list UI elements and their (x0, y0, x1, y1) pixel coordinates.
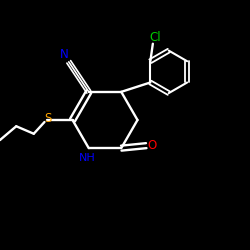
Text: Cl: Cl (149, 31, 161, 44)
Text: S: S (44, 112, 51, 125)
Text: O: O (147, 139, 156, 152)
Text: N: N (60, 48, 69, 61)
Text: NH: NH (79, 153, 96, 163)
